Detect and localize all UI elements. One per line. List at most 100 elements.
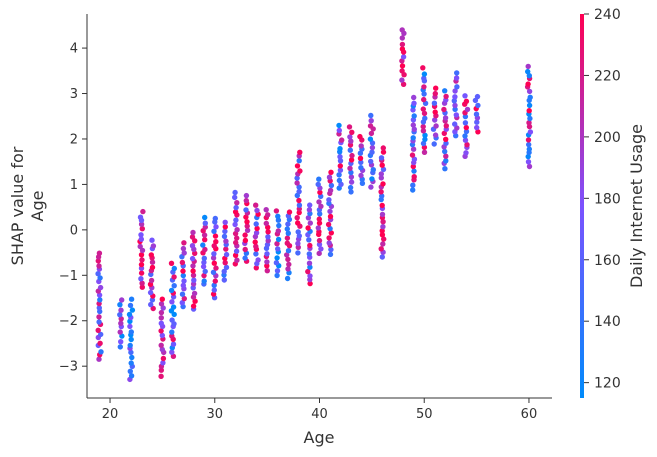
scatter-point bbox=[138, 270, 145, 276]
scatter-point bbox=[358, 172, 364, 179]
scatter-point bbox=[307, 220, 313, 226]
scatter-point bbox=[431, 100, 438, 106]
scatter-point bbox=[306, 251, 312, 257]
scatter-point bbox=[368, 112, 374, 119]
scatter-point bbox=[149, 264, 156, 271]
scatter-point bbox=[158, 320, 164, 326]
scatter-point bbox=[117, 312, 123, 318]
scatter-point bbox=[431, 141, 437, 147]
scatter-point bbox=[210, 269, 217, 275]
scatter-point bbox=[128, 360, 134, 366]
scatter-point bbox=[244, 219, 250, 225]
scatter-point bbox=[96, 314, 102, 320]
scatter-point bbox=[148, 252, 154, 258]
scatter-point bbox=[128, 329, 134, 335]
scatter-point bbox=[158, 309, 165, 316]
scatter-point bbox=[232, 252, 239, 258]
y-tick-label: 3 bbox=[70, 87, 78, 102]
scatter-point bbox=[137, 243, 143, 250]
y-tick-label: 0 bbox=[70, 223, 78, 238]
scatter-point bbox=[526, 108, 532, 114]
scatter-point bbox=[327, 251, 334, 258]
scatter-point bbox=[411, 174, 417, 180]
scatter-point bbox=[242, 246, 248, 253]
scatter-point bbox=[159, 346, 165, 353]
scatter-point bbox=[98, 331, 104, 338]
scatter-point bbox=[211, 251, 217, 257]
scatter-point bbox=[171, 265, 177, 272]
scatter-point bbox=[432, 90, 438, 97]
scatter-point bbox=[126, 311, 133, 318]
scatter-point bbox=[284, 275, 291, 282]
scatter-point bbox=[294, 163, 301, 169]
scatter-point bbox=[336, 127, 342, 134]
age-group-26 bbox=[168, 260, 177, 359]
scatter-point bbox=[410, 163, 416, 170]
age-group-39 bbox=[305, 202, 313, 287]
scatter-point bbox=[453, 112, 459, 118]
scatter-point bbox=[316, 220, 323, 226]
scatter-point bbox=[337, 154, 343, 160]
scatter-point bbox=[474, 119, 480, 125]
scatter-point bbox=[328, 230, 334, 236]
colorbar-tick-label: 240 bbox=[594, 7, 621, 23]
scatter-point bbox=[96, 356, 102, 362]
scatter-point bbox=[138, 221, 145, 227]
scatter-point bbox=[328, 246, 334, 253]
scatter-point bbox=[275, 213, 281, 219]
scatter-point bbox=[367, 136, 374, 142]
scatter-point bbox=[273, 208, 280, 214]
scatter-point bbox=[274, 255, 280, 261]
scatter-point bbox=[420, 123, 426, 130]
scatter-point bbox=[295, 240, 301, 247]
scatter-point bbox=[170, 341, 177, 347]
scatter-point bbox=[315, 181, 321, 188]
scatter-point bbox=[232, 194, 238, 201]
age-group-60 bbox=[524, 63, 534, 170]
scatter-point bbox=[380, 224, 386, 230]
scatter-point bbox=[527, 129, 534, 135]
age-group-32 bbox=[232, 189, 240, 267]
scatter-point bbox=[273, 260, 280, 266]
scatter-point bbox=[180, 245, 187, 252]
scatter-point bbox=[202, 237, 208, 243]
age-group-46 bbox=[378, 145, 387, 260]
scatter-point bbox=[411, 94, 417, 101]
age-group-41 bbox=[325, 169, 335, 258]
scatter-point bbox=[378, 171, 384, 177]
y-tick-label: 4 bbox=[70, 42, 78, 57]
scatter-point bbox=[326, 240, 332, 246]
scatter-point bbox=[475, 102, 481, 109]
scatter-point bbox=[420, 106, 426, 112]
scatter-point bbox=[253, 202, 259, 208]
scatter-point bbox=[158, 301, 165, 307]
scatter-point bbox=[160, 360, 166, 366]
scatter-point bbox=[96, 263, 102, 269]
age-group-44 bbox=[357, 133, 366, 186]
scatter-point bbox=[181, 250, 187, 256]
scatter-point bbox=[119, 297, 125, 303]
scatter-point bbox=[443, 93, 449, 100]
scatter-point bbox=[129, 307, 136, 313]
scatter-point bbox=[399, 27, 405, 33]
age-group-55 bbox=[472, 93, 481, 135]
scatter-point bbox=[525, 153, 531, 160]
scatter-point bbox=[191, 277, 197, 283]
scatter-point bbox=[169, 349, 175, 355]
scatter-point bbox=[138, 261, 145, 268]
scatter-point bbox=[337, 158, 344, 164]
scatter-point bbox=[400, 81, 407, 88]
scatter-point bbox=[380, 241, 386, 247]
scatter-point bbox=[138, 236, 144, 242]
colorbar-tick-label: 140 bbox=[594, 314, 621, 330]
scatter-point bbox=[221, 233, 228, 240]
scatter-point bbox=[442, 88, 448, 94]
scatter-point bbox=[294, 175, 300, 181]
scatter-point bbox=[222, 224, 228, 230]
scatter-point bbox=[399, 63, 406, 69]
scatter-point bbox=[171, 274, 177, 280]
scatter-point bbox=[318, 246, 324, 252]
scatter-point bbox=[474, 93, 481, 100]
scatter-point bbox=[127, 342, 133, 349]
scatter-point bbox=[180, 282, 186, 289]
